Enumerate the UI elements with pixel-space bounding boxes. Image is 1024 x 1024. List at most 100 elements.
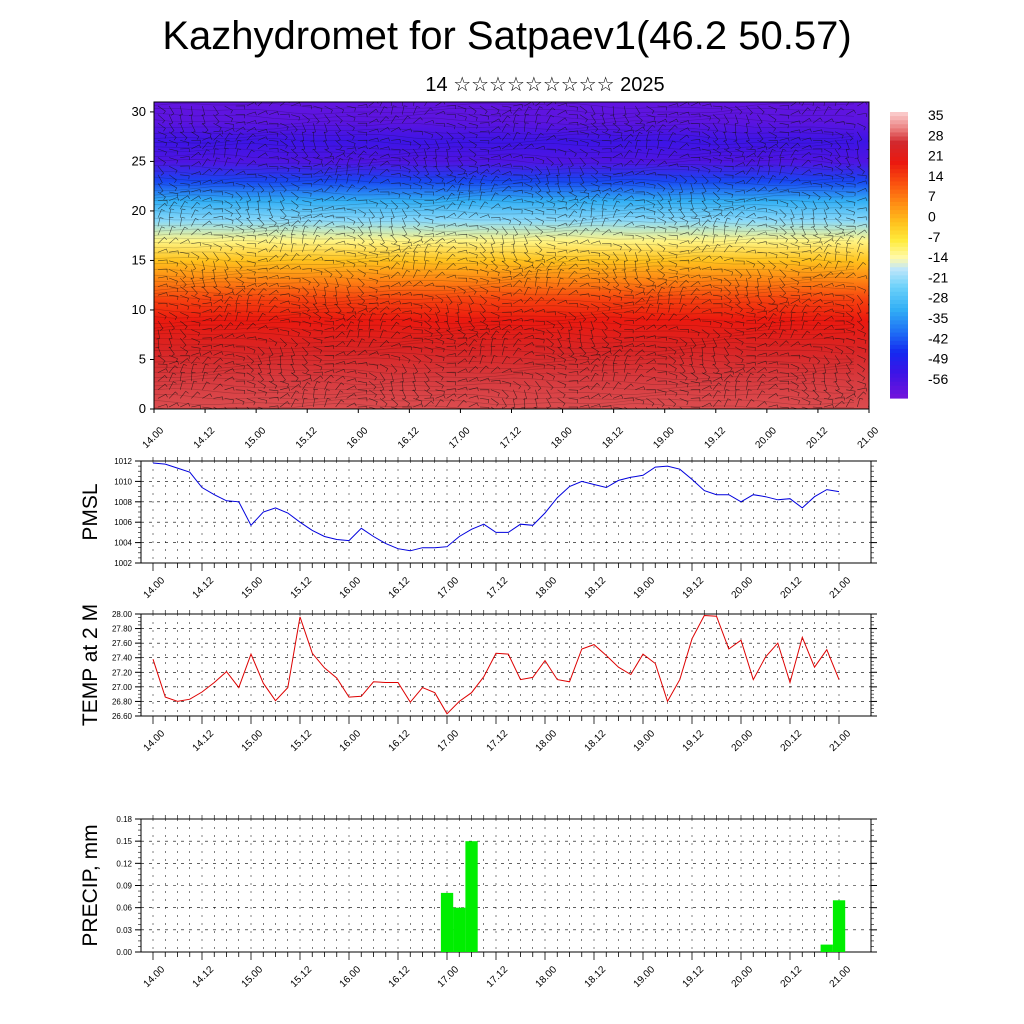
precip-bar bbox=[465, 841, 478, 952]
x-tick-label: 17.00 bbox=[436, 575, 462, 601]
y-tick-label: 0.00 bbox=[116, 948, 132, 957]
y-tick-label: 0.06 bbox=[116, 904, 132, 913]
x-tick-label: 14.00 bbox=[142, 964, 168, 990]
x-tick-label: 20.12 bbox=[779, 964, 805, 990]
y-tick-label: 0.18 bbox=[116, 815, 132, 824]
x-tick-label: 16.12 bbox=[387, 964, 413, 990]
cross-section-panel: 0 5 10 15 20 25 30 14.00 14.12 15.00 15.12 16.00 16.… bbox=[132, 101, 882, 451]
colorbar-label: -56 bbox=[928, 371, 948, 387]
precip-bar bbox=[440, 892, 454, 952]
y-tick-label: 28.00 bbox=[112, 610, 133, 619]
x-tick-label: 21.00 bbox=[828, 728, 854, 754]
x-tick-label: 16.00 bbox=[345, 425, 371, 451]
x-tick-label: 19.12 bbox=[681, 575, 707, 601]
x-tick-label: 15.12 bbox=[289, 964, 315, 990]
y-tick-label: 27.60 bbox=[112, 639, 133, 648]
x-tick-label: 18.00 bbox=[534, 964, 560, 990]
chart-subtitle: 14 ☆☆☆☆☆☆☆☆☆ 2025 bbox=[425, 74, 665, 96]
y-tick-label: 25 bbox=[132, 153, 146, 168]
x-tick-label: 16.12 bbox=[387, 728, 413, 754]
x-tick-label: 16.00 bbox=[338, 728, 364, 754]
x-tick-label: 17.00 bbox=[436, 964, 462, 990]
y-tick-label: 15 bbox=[132, 252, 146, 267]
y-tick-label: 0 bbox=[139, 401, 146, 416]
x-tick-label: 19.00 bbox=[632, 964, 658, 990]
y-tick-label: 1010 bbox=[114, 477, 132, 486]
x-tick-label: 14.12 bbox=[191, 964, 217, 990]
y-tick-label: 1004 bbox=[114, 539, 132, 548]
precip-bar bbox=[820, 944, 833, 952]
x-tick-label: 18.12 bbox=[583, 728, 609, 754]
x-tick-label: 20.00 bbox=[730, 964, 756, 990]
x-tick-label: 14.12 bbox=[191, 728, 217, 754]
x-tick-label: 14.12 bbox=[192, 425, 218, 451]
x-tick-label: 18.00 bbox=[534, 575, 560, 601]
x-tick-label: 19.12 bbox=[681, 964, 707, 990]
precip-bar bbox=[832, 900, 846, 952]
colorbar: 35 28 21 14 7 0 -7 -14 -21 -28 -35 -42 -49 -56 bbox=[890, 107, 948, 399]
x-tick-label: 21.00 bbox=[828, 964, 854, 990]
colorbar-label: -21 bbox=[928, 269, 948, 285]
x-tick-label: 17.12 bbox=[485, 728, 511, 754]
y-tick-label: 1012 bbox=[114, 457, 132, 466]
temp-panel-frame bbox=[140, 613, 872, 717]
x-tick-label: 21.00 bbox=[856, 425, 882, 451]
x-tick-label: 20.12 bbox=[805, 425, 831, 451]
x-tick-label: 18.12 bbox=[583, 964, 609, 990]
y-tick-label: 27.40 bbox=[112, 654, 133, 663]
x-tick-label: 17.12 bbox=[485, 964, 511, 990]
x-tick-label: 16.12 bbox=[396, 425, 422, 451]
x-tick-label: 18.12 bbox=[583, 575, 609, 601]
colorbar-label: -49 bbox=[928, 351, 948, 367]
x-tick-label: 14.00 bbox=[142, 728, 168, 754]
data-line bbox=[152, 614, 840, 715]
y-tick-label: 27.20 bbox=[112, 668, 133, 677]
colorbar-label: -28 bbox=[928, 290, 948, 306]
x-tick-label: 19.00 bbox=[632, 575, 658, 601]
x-tick-label: 15.00 bbox=[240, 728, 266, 754]
temp-panel: 26.60 26.80 27.00 27.20 27.40 27.60 27.80 28.00… bbox=[79, 604, 877, 754]
y-axis-label: TEMP at 2 M bbox=[79, 604, 102, 726]
y-tick-label: 0.03 bbox=[116, 926, 132, 935]
x-tick-label: 14.00 bbox=[142, 575, 168, 601]
x-tick-label: 16.12 bbox=[387, 575, 413, 601]
x-tick-label: 17.12 bbox=[498, 425, 524, 451]
colorbar-label: 0 bbox=[928, 209, 936, 225]
x-tick-label: 17.00 bbox=[447, 425, 473, 451]
x-tick-label: 20.12 bbox=[779, 575, 805, 601]
x-tick-label: 15.00 bbox=[243, 425, 269, 451]
colorbar-label: 28 bbox=[928, 127, 944, 143]
x-tick-label: 14.12 bbox=[191, 575, 217, 601]
x-tick-label: 19.12 bbox=[702, 425, 728, 451]
x-tick-label: 14.00 bbox=[141, 425, 167, 451]
x-tick-label: 15.12 bbox=[289, 728, 315, 754]
colorbar-label: -35 bbox=[928, 310, 948, 326]
temperature-field bbox=[154, 102, 869, 409]
y-tick-label: 30 bbox=[132, 104, 146, 119]
colorbar-label: -14 bbox=[928, 249, 948, 265]
y-tick-label: 26.60 bbox=[112, 712, 133, 721]
y-tick-label: 0.09 bbox=[116, 882, 132, 891]
x-tick-label: 18.00 bbox=[549, 425, 575, 451]
x-tick-label: 19.00 bbox=[632, 728, 658, 754]
x-tick-label: 21.00 bbox=[828, 575, 854, 601]
x-tick-label: 16.00 bbox=[338, 964, 364, 990]
pmsl-panel: 1002 1004 1006 1008 1010 1012 14.00 14.12 15.00 1… bbox=[79, 457, 877, 601]
x-tick-label: 15.12 bbox=[294, 425, 320, 451]
y-axis-label: PMSL bbox=[79, 483, 102, 540]
pmsl-panel-frame bbox=[140, 460, 872, 564]
y-tick-label: 1008 bbox=[114, 498, 132, 507]
x-tick-label: 20.00 bbox=[730, 728, 756, 754]
x-tick-label: 19.00 bbox=[651, 425, 677, 451]
wind-barbs bbox=[155, 102, 869, 409]
x-tick-label: 17.12 bbox=[485, 575, 511, 601]
precip-bar bbox=[453, 907, 466, 952]
y-tick-label: 27.80 bbox=[112, 625, 133, 634]
colorbar-label: 35 bbox=[928, 107, 944, 123]
y-tick-label: 1002 bbox=[114, 559, 132, 568]
y-tick-label: 1006 bbox=[114, 518, 132, 527]
chart-title: Kazhydromet for Satpaev1(46.2 50.57) bbox=[162, 14, 852, 58]
colorbar-label: -7 bbox=[928, 229, 941, 245]
y-tick-label: 0.12 bbox=[116, 859, 132, 868]
